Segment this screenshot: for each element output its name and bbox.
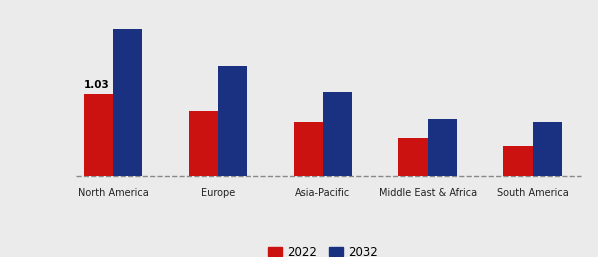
Legend: 2022, 2032: 2022, 2032: [266, 243, 380, 257]
Text: 1.03: 1.03: [84, 80, 109, 90]
Bar: [294, 122, 323, 176]
Bar: [398, 138, 428, 176]
Bar: [323, 93, 352, 176]
Bar: [84, 94, 113, 176]
Bar: [428, 119, 457, 176]
Bar: [113, 29, 142, 176]
Bar: [218, 66, 248, 176]
Bar: [533, 122, 562, 176]
Bar: [188, 111, 218, 176]
Bar: [504, 146, 533, 176]
